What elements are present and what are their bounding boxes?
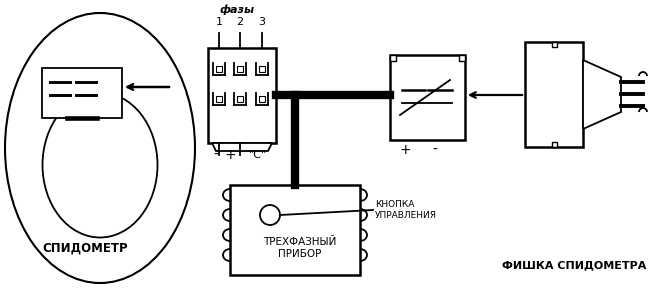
Text: 1: 1 [216, 17, 222, 27]
Bar [259, 96, 265, 102]
Bar [216, 66, 222, 72]
Bar [525, 42, 583, 147]
Text: +: + [224, 148, 236, 162]
Bar [552, 142, 556, 147]
Text: СПИДОМЕТР: СПИДОМЕТР [42, 241, 128, 255]
Text: ФИШКА СПИДОМЕТРА: ФИШКА СПИДОМЕТРА [502, 260, 646, 270]
Bar [259, 66, 265, 72]
Bar [216, 96, 222, 102]
Text: -: - [214, 148, 218, 162]
Bar [552, 42, 556, 47]
Bar [459, 55, 465, 61]
Text: "C": "C" [249, 150, 267, 160]
Bar [237, 96, 243, 102]
Text: ТРЕХФАЗНЫЙ
ПРИБОР: ТРЕХФАЗНЫЙ ПРИБОР [263, 237, 337, 259]
Bar [208, 48, 276, 143]
Bar [230, 185, 360, 275]
Polygon shape [583, 60, 621, 129]
Text: +: + [399, 143, 411, 157]
Bar [390, 55, 465, 140]
Text: фазы: фазы [220, 5, 255, 15]
Text: 3: 3 [259, 17, 265, 27]
Text: -: - [433, 143, 437, 157]
Bar [390, 55, 396, 61]
Bar [42, 68, 122, 118]
Polygon shape [212, 143, 272, 151]
Text: 2: 2 [237, 17, 243, 27]
Text: КНОПКА
УПРАВЛЕНИЯ: КНОПКА УПРАВЛЕНИЯ [375, 200, 437, 220]
Bar [237, 66, 243, 72]
